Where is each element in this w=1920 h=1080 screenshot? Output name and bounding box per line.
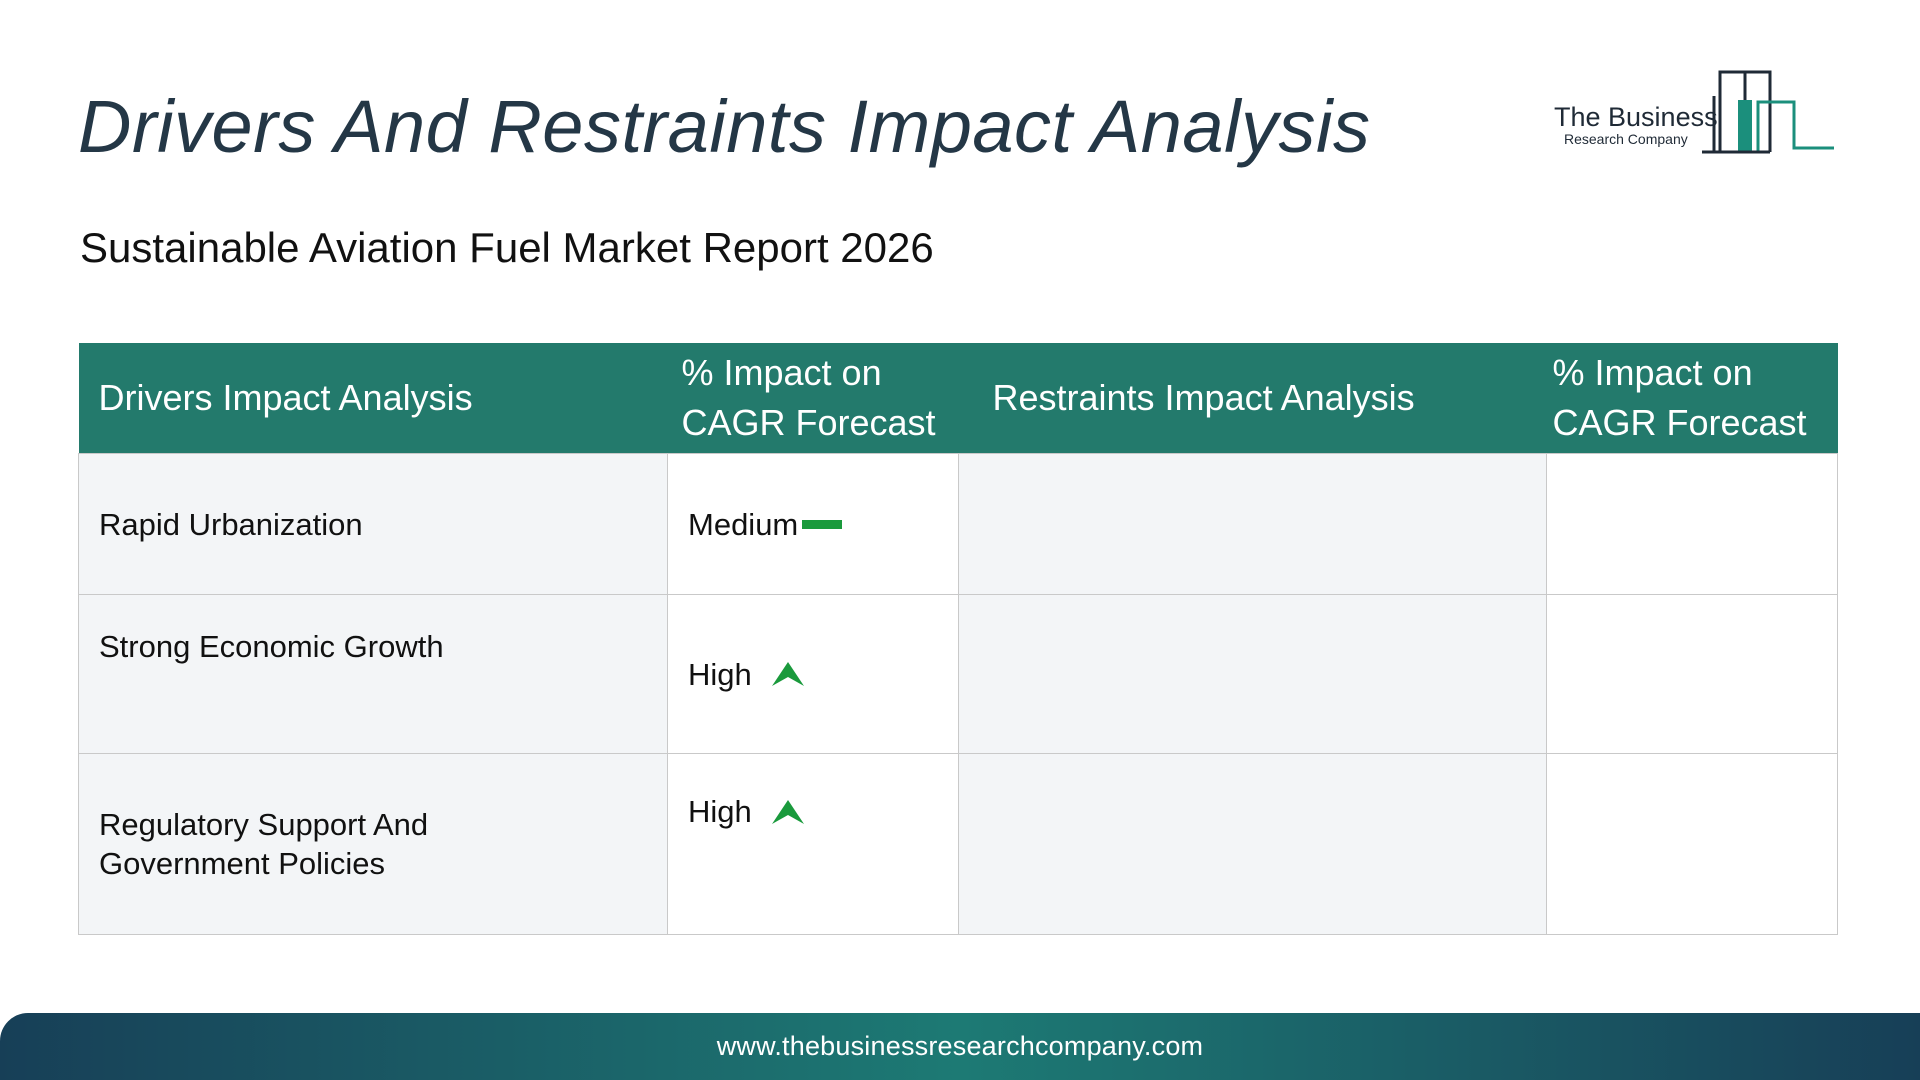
- report-subtitle: Sustainable Aviation Fuel Market Report …: [80, 224, 934, 271]
- table-row: Rapid Urbanization Medium: [78, 453, 1838, 595]
- page-title: Drivers And Restraints Impact Analysis: [78, 85, 1371, 168]
- impact-cell: Medium: [667, 453, 959, 595]
- restraint-cell: [958, 753, 1547, 935]
- impact-level: High: [688, 794, 752, 829]
- impact-level: Medium: [688, 506, 799, 542]
- impact-cell: High: [667, 594, 959, 754]
- driver-cell: Regulatory Support And Government Polici…: [78, 753, 668, 935]
- impact-table: Drivers Impact Analysis % Impact on CAGR…: [78, 343, 1838, 935]
- impact-cell: High: [667, 753, 959, 935]
- dash-icon: [802, 519, 843, 529]
- restraint-impact-cell: [1546, 453, 1838, 595]
- restraint-impact-cell: [1546, 753, 1838, 935]
- arrow-up-icon: [771, 662, 804, 686]
- driver-cell: Strong Economic Growth: [78, 594, 668, 754]
- table-row: Strong Economic Growth High: [78, 594, 1838, 754]
- header-restraints-impact: % Impact on CAGR Forecast: [1546, 343, 1838, 454]
- table-header-row: Drivers Impact Analysis % Impact on CAGR…: [78, 343, 1838, 454]
- driver-cell: Rapid Urbanization: [78, 453, 668, 595]
- header-drivers: Drivers Impact Analysis: [78, 343, 668, 454]
- impact-level: High: [688, 656, 752, 692]
- restraint-cell: [958, 594, 1547, 754]
- table-row: Regulatory Support And Government Polici…: [78, 753, 1838, 935]
- logo-text-secondary: Research Company: [1564, 131, 1688, 147]
- header-drivers-impact: % Impact on CAGR Forecast: [667, 343, 959, 454]
- footer-bar: www.thebusinessresearchcompany.com: [0, 1013, 1920, 1080]
- logo-text-primary: The Business: [1554, 102, 1718, 132]
- logo-bars-icon: [1702, 70, 1834, 154]
- arrow-up-icon: [771, 799, 804, 824]
- restraint-impact-cell: [1546, 594, 1838, 754]
- restraint-cell: [958, 453, 1547, 595]
- company-logo: The Business Research Company: [1552, 66, 1838, 156]
- footer-website-link[interactable]: www.thebusinessresearchcompany.com: [716, 1031, 1204, 1061]
- header-restraints: Restraints Impact Analysis: [958, 343, 1547, 454]
